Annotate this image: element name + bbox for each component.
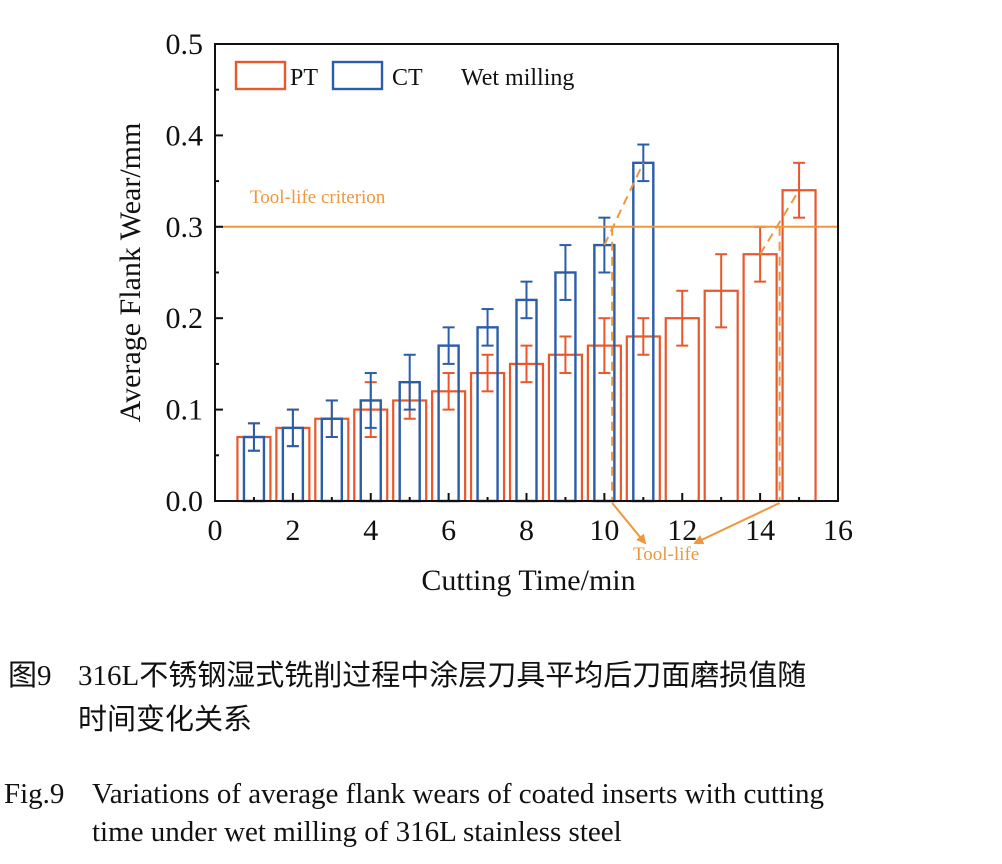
bar-ct bbox=[515, 298, 538, 503]
bar-pt bbox=[781, 189, 817, 503]
axes: 0 2 4 6 8 10 12 14 16 0.0 0.1 0.2 0.3 0.4 0.5 Cutting T… bbox=[114, 28, 853, 597]
x-tick-label: 16 bbox=[823, 514, 853, 547]
caption-en-line1: Variations of average flank wears of coa… bbox=[92, 778, 824, 810]
bar-pt bbox=[742, 253, 778, 503]
x-tick-label: 12 bbox=[667, 514, 697, 547]
tool-life-arrow-pt bbox=[693, 502, 781, 545]
y-tick-label: 0.0 bbox=[166, 485, 204, 518]
x-tick-label: 0 bbox=[208, 514, 223, 547]
bar-pt bbox=[508, 362, 545, 503]
legend-label-pt: PT bbox=[290, 65, 318, 91]
y-tick-label: 0.3 bbox=[166, 211, 204, 244]
bar-pt bbox=[625, 335, 661, 503]
tool-life-criterion-label: Tool-life criterion bbox=[250, 187, 386, 208]
caption-en-label: Fig.9 bbox=[4, 778, 65, 810]
x-tick-label: 4 bbox=[363, 514, 378, 547]
legend-label-ct: CT bbox=[392, 65, 423, 91]
x-axis-label: Cutting Time/min bbox=[421, 564, 635, 597]
caption-cn-line1: 316L不锈钢湿式铣削过程中涂层刀具平均后刀面磨损值随 bbox=[78, 660, 807, 692]
bar-pt bbox=[547, 353, 584, 503]
wet-milling-annotation: Wet milling bbox=[461, 65, 574, 91]
legend-swatch-pt bbox=[234, 60, 287, 91]
ct-trend-dashed-line bbox=[603, 162, 645, 246]
legend-swatch-ct bbox=[331, 60, 384, 91]
x-tick-label: 6 bbox=[441, 514, 456, 547]
y-tick-label: 0.4 bbox=[166, 119, 204, 152]
tool-life-label: Tool-life bbox=[633, 544, 699, 565]
caption-en-line2: time under wet milling of 316L stainless… bbox=[92, 816, 622, 848]
bar-ct bbox=[554, 271, 577, 503]
pt-trend-dashed-line bbox=[759, 189, 800, 255]
y-axis-label: Average Flank Wear/mm bbox=[114, 123, 147, 423]
x-tick-label: 8 bbox=[519, 514, 534, 547]
bar-ct bbox=[476, 326, 499, 503]
flank-wear-chart: Tool-life criterion Tool-life 0 2 4 6 8 10 12 14… bbox=[114, 28, 853, 597]
caption-cn-line2: 时间变化关系 bbox=[78, 704, 253, 736]
y-tick-label: 0.1 bbox=[166, 394, 204, 427]
bar-ct bbox=[437, 344, 460, 503]
y-tick-label: 0.5 bbox=[166, 28, 204, 61]
x-tick-label: 2 bbox=[285, 514, 300, 547]
tool-life-arrow-ct bbox=[611, 502, 647, 545]
y-tick-label: 0.2 bbox=[166, 302, 204, 335]
x-tick-label: 14 bbox=[745, 514, 775, 547]
x-tick-label: 10 bbox=[589, 514, 619, 547]
caption-cn-label: 图9 bbox=[8, 660, 52, 692]
